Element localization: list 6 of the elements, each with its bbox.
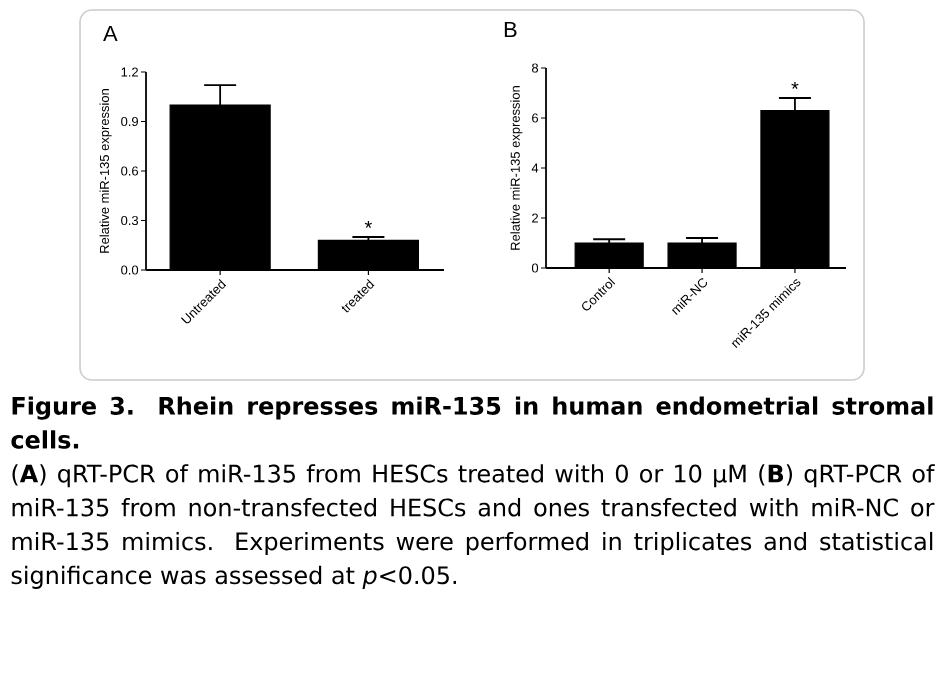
text: (A) qRT-PCR of miR-135 from HESCs treated with 0 or 10 μM (B) qRT-PCR of miR-135 from non-transfected HESCs and ones transfected with miR-NC or miR-135 mimics. Experiments were performed in triplicates and statistical significance was assessed at p<0.05. [11, 464, 935, 589]
text: Figure 3. Rhein represses miR-135 in human endometrial stromal cells. [11, 396, 933, 449]
annotation: * [364, 220, 372, 228]
chart-title: A [103, 25, 118, 41]
chart-title: B [504, 21, 517, 38]
annotation: * [791, 81, 799, 89]
